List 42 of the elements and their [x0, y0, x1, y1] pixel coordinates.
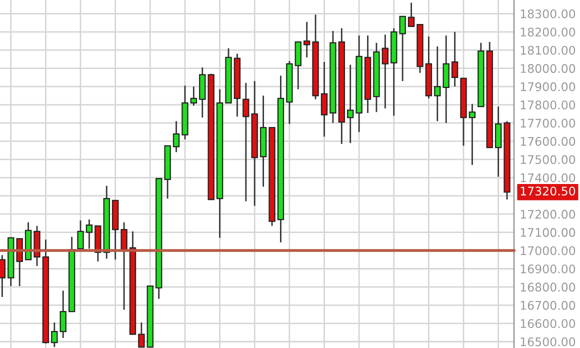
candlestick [347, 64, 354, 144]
y-tick-label: 17200.00 [520, 210, 576, 219]
candlestick [77, 220, 84, 250]
candlestick [16, 238, 23, 287]
y-tick-label: 18100.00 [520, 46, 576, 55]
candlestick [451, 31, 458, 88]
y-tick-label: 16900.00 [520, 264, 576, 274]
candlestick [442, 34, 450, 124]
candlestick [172, 120, 180, 153]
candlestick [51, 322, 58, 348]
candlestick [138, 322, 145, 348]
y-tick-label: 17800.00 [520, 100, 576, 110]
y-tick-label: 17600.00 [520, 136, 576, 146]
candlestick [408, 2, 415, 28]
candlestick [399, 16, 406, 82]
candlestick [60, 290, 66, 339]
candlestick [303, 21, 310, 58]
y-tick-label: 16800.00 [520, 282, 576, 292]
candlestick [0, 254, 6, 298]
candlestick [468, 103, 476, 166]
candlestick [86, 218, 93, 250]
y-tick-label: 17000.00 [520, 246, 576, 256]
y-tick-label: 18200.00 [520, 28, 576, 37]
candlestick [294, 41, 302, 90]
y-tick-label: 18000.00 [520, 64, 576, 73]
y-tick-label: 17500.00 [520, 155, 576, 164]
y-tick-label: 16500.00 [520, 337, 576, 346]
candlestick [120, 222, 128, 310]
y-tick-label: 16600.00 [520, 319, 576, 328]
candlestick [242, 82, 250, 202]
candlestick [434, 46, 441, 122]
candlestick [320, 61, 328, 138]
text: 17320.50 [520, 186, 576, 196]
y-tick-label: 18300.00 [520, 9, 576, 18]
y-tick-label: 17700.00 [520, 118, 576, 128]
candlestick [382, 34, 389, 110]
y-tick-label: 17100.00 [520, 228, 576, 237]
candlestick [190, 86, 198, 106]
y-tick-label: 17400.00 [520, 173, 576, 182]
candlestick [494, 106, 502, 178]
y-tick-label: 16700.00 [520, 300, 576, 310]
y-tick-label: 17900.00 [520, 82, 576, 92]
